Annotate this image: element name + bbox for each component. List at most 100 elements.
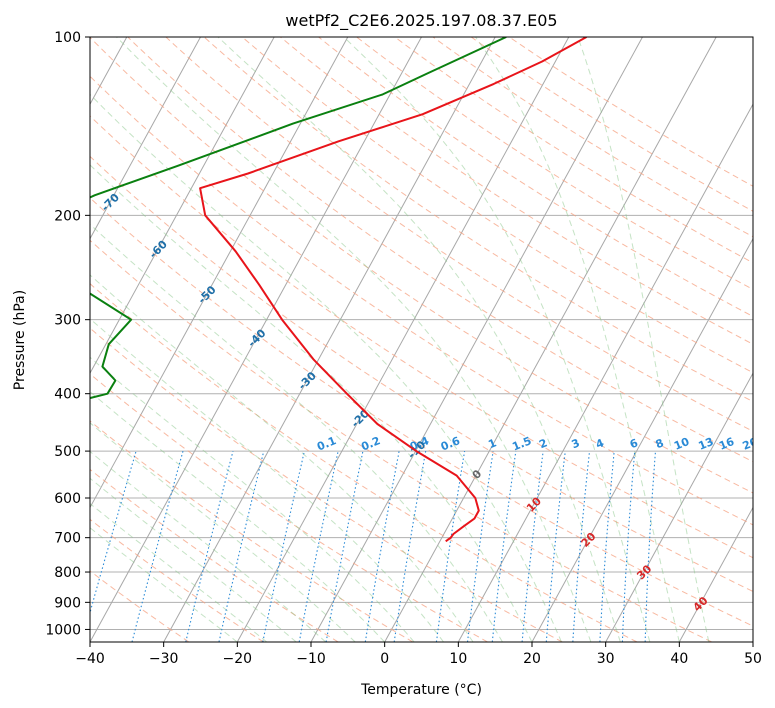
mixing-ratio-label: 2 — [537, 436, 549, 451]
isotherm-line — [605, 372, 753, 642]
x-tick-label: 30 — [597, 651, 615, 667]
dry-adiabat — [90, 373, 488, 642]
mixing-ratio-line — [131, 450, 184, 642]
mixing-ratio-label: 13 — [696, 435, 715, 453]
isotherm-line — [678, 506, 753, 642]
y-tick-label: 500 — [54, 444, 81, 460]
isotherm-label: -70 — [99, 191, 122, 214]
plot-area: 0.10.20.40.611.52346810131620253036-100-… — [0, 37, 775, 642]
dry-adiabat — [90, 37, 753, 494]
mixing-ratio-line — [185, 450, 234, 642]
isotherm-line — [90, 37, 275, 375]
isotherm-label: -30 — [296, 369, 319, 392]
isotherm-label: 0 — [470, 467, 485, 482]
dry-adiabat — [280, 37, 753, 345]
y-tick-label: 700 — [54, 531, 81, 547]
moist-adiabat — [90, 356, 415, 642]
mixing-ratio-label: 20 — [741, 435, 760, 453]
mixing-ratio-label: 6 — [628, 436, 640, 451]
moist-adiabat — [116, 37, 592, 642]
dry-adiabat — [432, 37, 753, 238]
x-tick-label: 10 — [449, 651, 467, 667]
mixing-ratio-line — [262, 450, 305, 642]
isotherm-line — [90, 37, 349, 509]
moist-adiabat — [90, 223, 503, 642]
mixing-ratio-label: 4 — [594, 436, 606, 451]
dry-adiabat — [356, 37, 753, 290]
mixing-ratio-label: 10 — [672, 435, 691, 453]
dewpoint-profile-line — [90, 37, 507, 400]
chart-title: wetPf2_C2E6.2025.197.08.37.E05 — [285, 11, 557, 31]
mixing-ratio-label: 1 — [486, 436, 498, 451]
isotherm-label: -20 — [349, 407, 372, 430]
moist-adiabat — [90, 450, 327, 642]
moist-adiabat — [90, 527, 238, 642]
isotherm-label: -80 — [49, 146, 72, 169]
isotherm-line — [384, 37, 717, 642]
mixing-ratio-line — [435, 451, 466, 642]
mixing-ratio-line — [545, 451, 566, 642]
x-tick-label: −30 — [149, 651, 179, 667]
isotherm-line — [457, 103, 753, 642]
dry-adiabat — [90, 283, 638, 642]
isotherm-label: -60 — [147, 238, 170, 261]
dry-adiabat — [90, 115, 753, 559]
dry-adiabat — [165, 37, 753, 432]
dry-adiabat — [90, 570, 190, 642]
dry-adiabat — [509, 37, 753, 187]
isotherm-line — [236, 37, 570, 642]
plot-frame — [89, 36, 754, 643]
moist-adiabat — [90, 93, 562, 642]
isotherm-line — [531, 237, 753, 642]
mixing-ratio-label: 3 — [570, 436, 582, 451]
mixing-ratio-label: 25 — [763, 435, 775, 453]
moist-adiabat — [343, 37, 651, 642]
moist-adiabat — [475, 37, 680, 642]
y-tick-label: 100 — [54, 30, 81, 46]
axes: −40 −30 −20 −10 0 10 20 30 40 5010020030040050060… — [45, 30, 762, 667]
y-tick-label: 1000 — [45, 622, 81, 638]
x-tick-label: −10 — [296, 651, 326, 667]
x-tick-label: 50 — [744, 651, 762, 667]
x-tick-label: 0 — [380, 651, 389, 667]
isotherm-line — [90, 37, 201, 240]
mixing-ratio-line — [621, 451, 636, 642]
moist-adiabat — [90, 164, 533, 642]
x-tick-label: −20 — [223, 651, 253, 667]
mixing-ratio-label: 8 — [654, 436, 666, 451]
mixing-ratio-line — [218, 450, 265, 642]
y-tick-label: 300 — [54, 313, 81, 329]
isotherm-label: 30 — [634, 562, 654, 582]
moist-adiabat — [90, 422, 356, 642]
isotherm-label: 10 — [524, 494, 544, 514]
moist-adiabat — [90, 318, 444, 642]
y-tick-label: 600 — [54, 491, 81, 507]
x-tick-label: −40 — [75, 651, 105, 667]
mixing-ratio-line — [90, 450, 137, 615]
dry-adiabat — [394, 37, 753, 264]
temperature-profile-line — [199, 37, 587, 543]
x-tick-label: 20 — [523, 651, 541, 667]
dry-adiabat — [90, 327, 563, 642]
mixing-ratio-label: 16 — [717, 435, 736, 453]
moist-adiabat — [90, 391, 386, 642]
dry-adiabat — [90, 468, 339, 642]
y-tick-label: 900 — [54, 595, 81, 611]
moist-adiabat — [577, 37, 710, 642]
isotherm-label: -90 — [0, 105, 22, 128]
x-axis-label: Temperature (°C) — [360, 682, 482, 698]
mixing-ratio-line — [521, 451, 544, 642]
moist-adiabat — [217, 37, 621, 642]
isotherm-line — [163, 37, 496, 642]
isotherm-line — [90, 37, 422, 642]
dry-adiabat — [241, 37, 753, 374]
y-axis-label: Pressure (hPa) — [12, 290, 28, 390]
y-tick-label: 200 — [54, 208, 81, 224]
dry-adiabat — [318, 37, 753, 318]
y-tick-label: 800 — [54, 565, 81, 581]
dry-adiabat — [90, 197, 753, 627]
dry-adiabat — [470, 37, 753, 212]
dry-adiabat — [90, 420, 414, 642]
